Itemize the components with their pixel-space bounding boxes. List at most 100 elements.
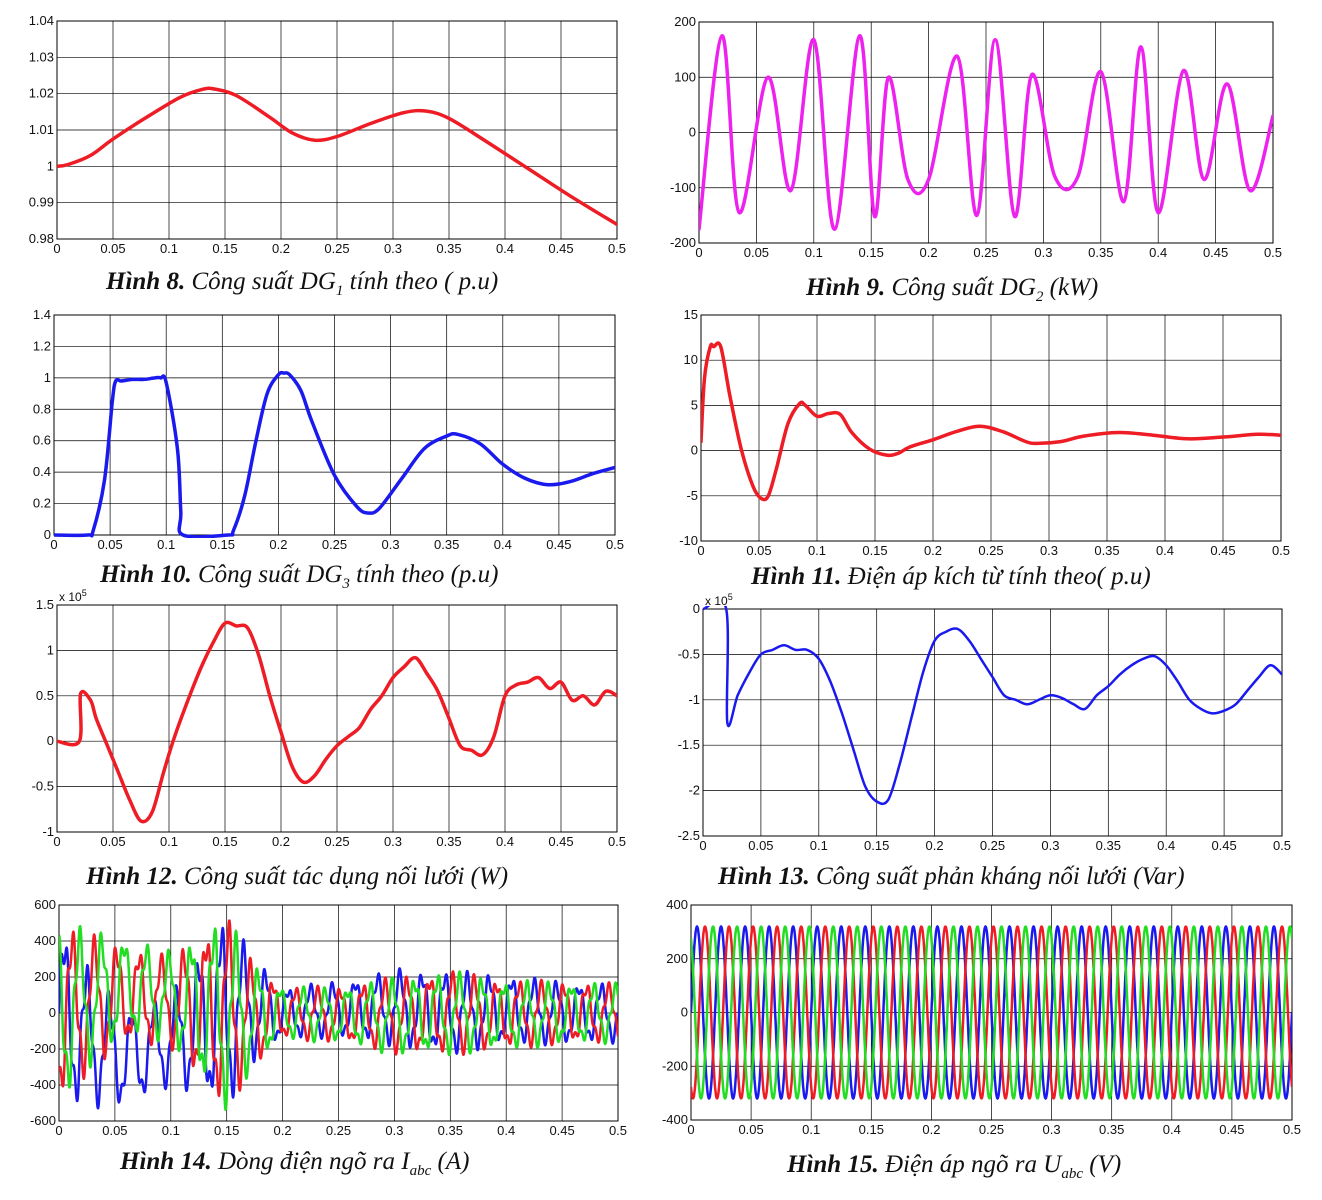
x-tick-label: 0.1 [160,834,178,849]
x-tick-label: 0.15 [212,241,237,256]
figure-14: 0 0.05 0.1 0.15 0.2 0.25 0.3 0.35 0.4 0.45 0.5 -600… [0,895,660,1200]
x-tick-label: 0.35 [1099,1122,1124,1137]
figure-9-text: Công suất DG2 (kW) [891,274,1099,305]
y-tick-label: -5 [686,488,698,503]
x-tick-label: 0.3 [1043,1122,1061,1137]
x-tick-label: 0.25 [978,543,1003,558]
x-tick-label: 0.45 [548,834,573,849]
figure-15-caption: Hình 15. Điện áp ngõ ra Uabc (V) [787,1152,1121,1182]
x-tick-label: 0.15 [862,543,887,558]
x-tick-label: 0.15 [212,834,237,849]
x-tick-label: 0.1 [808,543,826,558]
figure-10: 0 0.05 0.1 0.15 0.2 0.25 0.3 0.35 0.4 0.45 0.5 0 0.2… [0,300,660,592]
y-tick-label: 0 [691,443,698,458]
series-line-0 [703,606,1282,806]
y-tick-label: -0.5 [32,779,54,794]
y-tick-label: 0 [49,1005,56,1020]
x-tick-label: 0.4 [1156,543,1174,558]
x-tick-label: 0.35 [436,241,461,256]
y-tick-label: 0.4 [33,464,51,479]
x-tick-label: 0.05 [97,537,122,552]
x-tick-label: 0.5 [609,1123,627,1138]
figure-10-label: Hình 10. [100,561,192,588]
plot-frame [702,608,1283,837]
figure-12-label: Hình 12. [86,863,178,890]
x-tick-label: 0.4 [1163,1122,1181,1137]
figure-12-caption: Hình 12. Công suất tác dụng nối lưới (W) [86,864,508,889]
x-tick-label: 0.3 [382,537,400,552]
grid [56,604,618,833]
plot-frame [53,314,616,536]
figure-13-text: Công suất phản kháng nối lưới (Var) [815,863,1185,890]
x-tick-label: 0.5 [608,241,626,256]
x-tick-label: 0.5 [606,537,624,552]
grid [56,20,618,240]
y-tick-label: -1 [42,824,54,839]
y-tick-label: 15 [684,307,698,322]
x-tick-label: 0.15 [210,537,235,552]
x-tick-label: 0 [50,537,57,552]
plot-frame [56,604,618,833]
phase-line-0 [691,925,1292,1100]
x-tick-label: 0.45 [549,1123,574,1138]
x-tick-label: 0.05 [102,1123,127,1138]
x-tick-label: 0.2 [920,245,938,260]
y-tick-label: -100 [670,180,696,195]
y-tick-label: -600 [30,1113,56,1128]
x-tick-label: 0.05 [100,834,125,849]
y-tick-label: -400 [30,1077,56,1092]
y-tick-label: 10 [684,352,698,367]
x-tick-label: 0.15 [859,245,884,260]
y-tick-label: 1 [47,158,54,173]
x-tick-label: 0.45 [546,537,571,552]
figure-9: 0 0.05 0.1 0.15 0.2 0.25 0.3 0.35 0.4 0.45 0.5 -200… [661,0,1322,305]
y-tick-label: 200 [674,14,696,29]
x-tick-label: 0.25 [326,1123,351,1138]
figure-13-chart: 0 0.05 0.1 0.15 0.2 0.25 0.3 0.35 0.4 0.45 0.5 -2.5… [678,592,1291,853]
phase-line-0 [59,926,618,1110]
y-tick-label: 1.2 [33,338,51,353]
x-tick-label: 0.4 [1157,838,1175,853]
y-tick-label: -10 [679,533,698,548]
y-tick-label: 0 [47,733,54,748]
x-tick-label: 0.5 [608,834,626,849]
y-tick-label: 5 [691,397,698,412]
figure-8-chart: 0 0.05 0.1 0.15 0.2 0.25 0.3 0.35 0.4 0.45 0.5 0.98… [29,13,626,256]
x-tick-label: 0.05 [100,241,125,256]
figure-11: 0 0.05 0.1 0.15 0.2 0.25 0.3 0.35 0.4 0.45 0.5 -10 -… [661,300,1322,590]
x-tick-label: 0.4 [497,1123,515,1138]
x-tick-label: 0.2 [926,838,944,853]
phase-line-2 [59,924,618,1111]
x-tick-label: 0.1 [805,245,823,260]
figure-11-text: Điện áp kích từ tính theo( p.u) [847,563,1151,590]
figure-15: 0 0.05 0.1 0.15 0.2 0.25 0.3 0.35 0.4 0.45 0.5 -400… [661,895,1322,1200]
x-tick-label: 0.25 [973,245,998,260]
figure-15-chart: 0 0.05 0.1 0.15 0.2 0.25 0.3 0.35 0.4 0.45 0.5 -400… [662,897,1301,1137]
figure-10-chart: 0 0.05 0.1 0.15 0.2 0.25 0.3 0.35 0.4 0.45 0.5 0 0.2… [33,307,624,552]
x-tick-label: 0.25 [324,834,349,849]
x-tick-label: 0.15 [864,838,889,853]
x-tick-label: 0 [53,834,60,849]
x-tick-label: 0.3 [1041,838,1059,853]
x-tick-label: 0.2 [922,1122,940,1137]
y-tick-label: 1.5 [36,597,54,612]
y-tick-label: 600 [34,897,56,912]
x-tick-label: 0.2 [924,543,942,558]
y-tick-label: 0.5 [36,688,54,703]
y-tick-label: -200 [670,235,696,250]
x-tick-label: 0 [53,241,60,256]
y-tick-label: 1.04 [29,13,54,28]
phase-line-1 [59,919,618,1098]
figure-13-label: Hình 13. [718,863,810,890]
x-tick-label: 0.35 [438,1123,463,1138]
y-tick-label: 1 [44,370,51,385]
x-tick-label: 0.4 [496,241,514,256]
figure-15-text: Điện áp ngõ ra Uabc (V) [884,1151,1122,1182]
x-tick-label: 0 [55,1123,62,1138]
x-tick-label: 0.3 [385,1123,403,1138]
figure-9-chart: 0 0.05 0.1 0.15 0.2 0.25 0.3 0.35 0.4 0.45 0.5 -200… [670,14,1282,260]
x-tick-label: 0.05 [748,838,773,853]
x-tick-label: 0.45 [1219,1122,1244,1137]
figure-12: 0 0.05 0.1 0.15 0.2 0.25 0.3 0.35 0.4 0.45 0.5 -1 -0… [0,588,660,895]
x-tick-label: 0.2 [272,241,290,256]
